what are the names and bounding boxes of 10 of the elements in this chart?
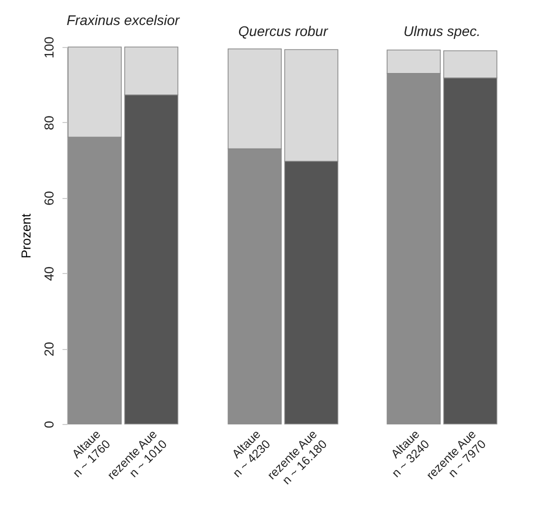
y-tick-label: 100 [42,36,56,58]
y-tick-label: 40 [42,266,56,281]
chart-title: Ulmus spec. [403,23,481,39]
y-tick-label: 20 [42,342,56,356]
chart-title: Quercus robur [238,23,330,39]
y-tick-label: 80 [42,116,56,130]
y-axis-title: Prozent [18,213,34,258]
y-tick-label: 60 [42,191,56,206]
y-tick-label: 0 [42,420,56,428]
chart-title: Fraxinus excelsior [66,12,181,28]
